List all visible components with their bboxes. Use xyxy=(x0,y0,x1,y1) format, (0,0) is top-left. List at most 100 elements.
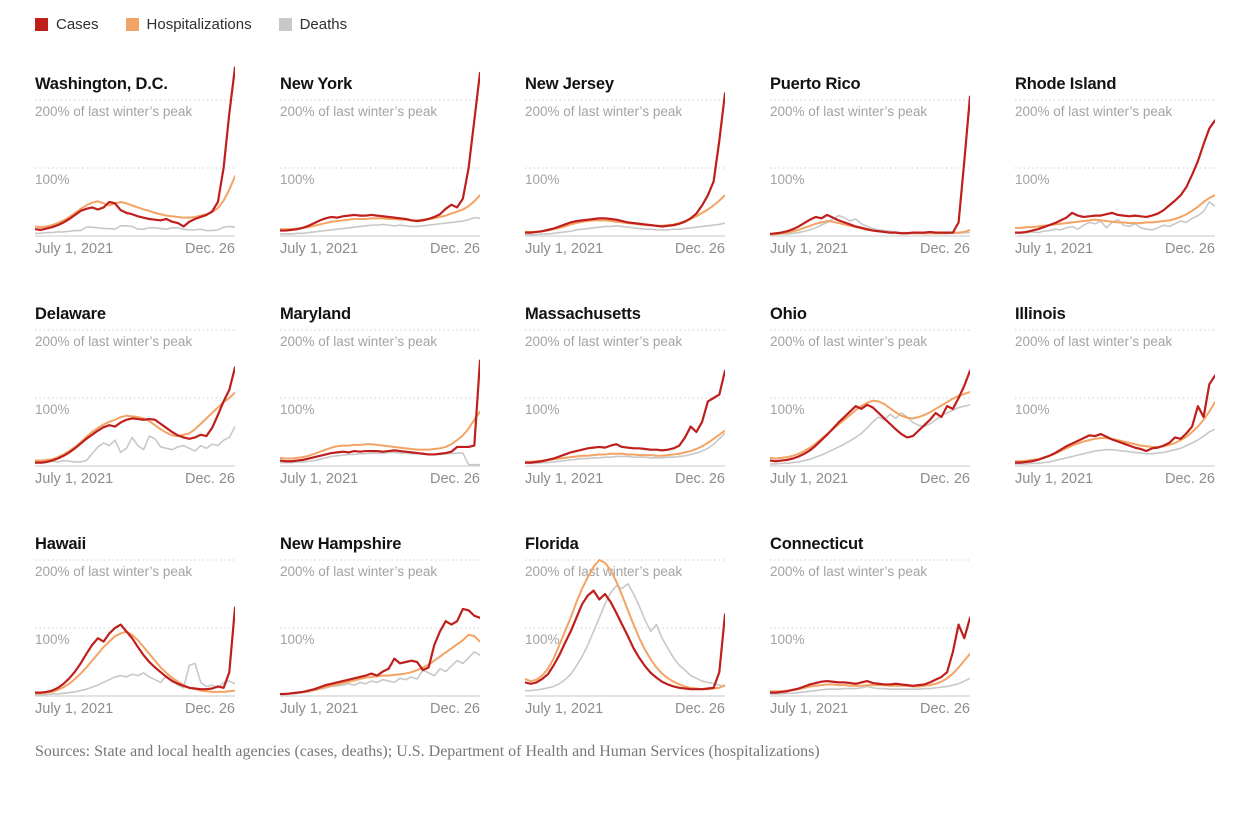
axis-start-label: July 1, 2021 xyxy=(35,701,114,717)
hundred-pct-label: 100% xyxy=(770,632,805,647)
cases-line xyxy=(525,589,725,691)
peak-line-label: 200% of last winter’s peak xyxy=(525,104,682,119)
axis-end-label: Dec. 26 xyxy=(920,471,970,487)
cases-line xyxy=(280,359,480,463)
hospitalizations-line xyxy=(280,410,480,460)
axis-start-label: July 1, 2021 xyxy=(1015,471,1094,487)
chart-plot: 200% of last winter’s peak 100% xyxy=(35,66,235,237)
chart-plot: 200% of last winter’s peak 100% xyxy=(770,95,970,237)
deaths-line xyxy=(525,582,725,692)
chart-title: Florida xyxy=(525,535,579,553)
deaths-line xyxy=(770,404,970,465)
chart-plot: 200% of last winter’s peak 100% xyxy=(280,71,480,237)
hundred-pct-label: 100% xyxy=(35,402,70,417)
peak-line-label: 200% of last winter’s peak xyxy=(280,564,437,579)
cases-line xyxy=(525,369,725,464)
deaths-line xyxy=(35,425,235,465)
chart-washington-d-c: Washington, D.C. 200% of last winter’s pe… xyxy=(35,66,235,257)
axis-start-label: July 1, 2021 xyxy=(525,241,604,257)
hundred-pct-label: 100% xyxy=(280,402,315,417)
x-axis: July 1, 2021 Dec. 26 xyxy=(1015,241,1215,257)
axis-end-label: Dec. 26 xyxy=(430,701,480,717)
hospitalizations-swatch-icon xyxy=(125,18,139,31)
hospitalizations-line xyxy=(1015,194,1215,229)
peak-line-label: 200% of last winter’s peak xyxy=(1015,334,1172,349)
deaths-swatch-icon xyxy=(278,18,292,31)
chart-title: Delaware xyxy=(35,305,106,323)
deaths-line xyxy=(35,225,235,235)
axis-end-label: Dec. 26 xyxy=(430,241,480,257)
hospitalizations-line xyxy=(770,390,970,460)
chart-plot: 200% of last winter’s peak 100% xyxy=(770,329,970,467)
hundred-pct-label: 100% xyxy=(770,402,805,417)
hospitalizations-line xyxy=(525,559,725,691)
hospitalizations-line xyxy=(525,429,725,463)
x-axis: July 1, 2021 Dec. 26 xyxy=(525,241,725,257)
x-axis: July 1, 2021 Dec. 26 xyxy=(280,241,480,257)
legend-label: Hospitalizations xyxy=(146,16,252,33)
chart-plot: 200% of last winter’s peak 100% xyxy=(770,559,970,697)
cases-line xyxy=(35,606,235,694)
chart-plot: 200% of last winter’s peak 100% xyxy=(1015,99,1215,237)
peak-line-label: 200% of last winter’s peak xyxy=(280,104,437,119)
deaths-line xyxy=(525,222,725,236)
hospitalizations-line xyxy=(770,652,970,693)
axis-start-label: July 1, 2021 xyxy=(35,241,114,257)
axis-start-label: July 1, 2021 xyxy=(770,241,849,257)
chart-maryland: Maryland 200% of last winter’s peak 100% Ju… xyxy=(280,303,480,487)
chart-title: New Hampshire xyxy=(280,535,402,553)
chart-title: New Jersey xyxy=(525,75,614,93)
axis-end-label: Dec. 26 xyxy=(1165,471,1215,487)
hundred-pct-label: 100% xyxy=(35,632,70,647)
axis-start-label: July 1, 2021 xyxy=(1015,241,1094,257)
peak-line-label: 200% of last winter’s peak xyxy=(1015,104,1172,119)
x-axis: July 1, 2021 Dec. 26 xyxy=(35,701,235,717)
axis-end-label: Dec. 26 xyxy=(675,241,725,257)
legend-item-hospitalizations: Hospitalizations xyxy=(125,16,252,33)
peak-line-label: 200% of last winter’s peak xyxy=(770,564,927,579)
hundred-pct-label: 100% xyxy=(770,172,805,187)
chart-title: Illinois xyxy=(1015,305,1066,323)
chart-puerto-rico: Puerto Rico 200% of last winter’s peak 100… xyxy=(770,73,970,257)
chart-delaware: Delaware 200% of last winter’s peak 100% Ju… xyxy=(35,303,235,487)
deaths-line xyxy=(280,216,480,235)
hospitalizations-line xyxy=(35,391,235,462)
chart-plot: 200% of last winter’s peak 100% xyxy=(525,559,725,697)
chart-new-hampshire: New Hampshire 200% of last winter’s peak 1… xyxy=(280,533,480,717)
axis-end-label: Dec. 26 xyxy=(675,471,725,487)
axis-start-label: July 1, 2021 xyxy=(35,471,114,487)
legend-item-deaths: Deaths xyxy=(278,16,347,33)
cases-swatch-icon xyxy=(35,18,48,31)
peak-line-label: 200% of last winter’s peak xyxy=(280,334,437,349)
legend: Cases Hospitalizations Deaths xyxy=(35,16,1216,33)
cases-line xyxy=(35,366,235,464)
hundred-pct-label: 100% xyxy=(525,402,560,417)
sources-note: Sources: State and local health agencies… xyxy=(35,743,820,760)
hospitalizations-line xyxy=(35,630,235,695)
axis-end-label: Dec. 26 xyxy=(185,701,235,717)
cases-line xyxy=(770,95,970,236)
chart-new-york: New York 200% of last winter’s peak 100% Ju… xyxy=(280,71,480,257)
chart-title: Massachusetts xyxy=(525,305,641,323)
hospitalizations-line xyxy=(35,175,235,229)
chart-hawaii: Hawaii 200% of last winter’s peak 100% July… xyxy=(35,533,235,717)
peak-line-label: 200% of last winter’s peak xyxy=(770,334,927,349)
x-axis: July 1, 2021 Dec. 26 xyxy=(280,471,480,487)
peak-line-label: 200% of last winter’s peak xyxy=(525,564,682,579)
axis-end-label: Dec. 26 xyxy=(185,241,235,257)
cases-line xyxy=(770,616,970,694)
axis-start-label: July 1, 2021 xyxy=(525,471,604,487)
deaths-line xyxy=(770,677,970,695)
x-axis: July 1, 2021 Dec. 26 xyxy=(35,241,235,257)
hundred-pct-label: 100% xyxy=(35,172,70,187)
axis-end-label: Dec. 26 xyxy=(920,701,970,717)
axis-start-label: July 1, 2021 xyxy=(280,701,359,717)
peak-line-label: 200% of last winter’s peak xyxy=(35,564,192,579)
chart-title: Ohio xyxy=(770,305,807,323)
axis-end-label: Dec. 26 xyxy=(1165,241,1215,257)
cases-line xyxy=(770,369,970,463)
peak-line-label: 200% of last winter’s peak xyxy=(525,334,682,349)
peak-line-label: 200% of last winter’s peak xyxy=(35,104,192,119)
chart-title: Puerto Rico xyxy=(770,75,861,93)
